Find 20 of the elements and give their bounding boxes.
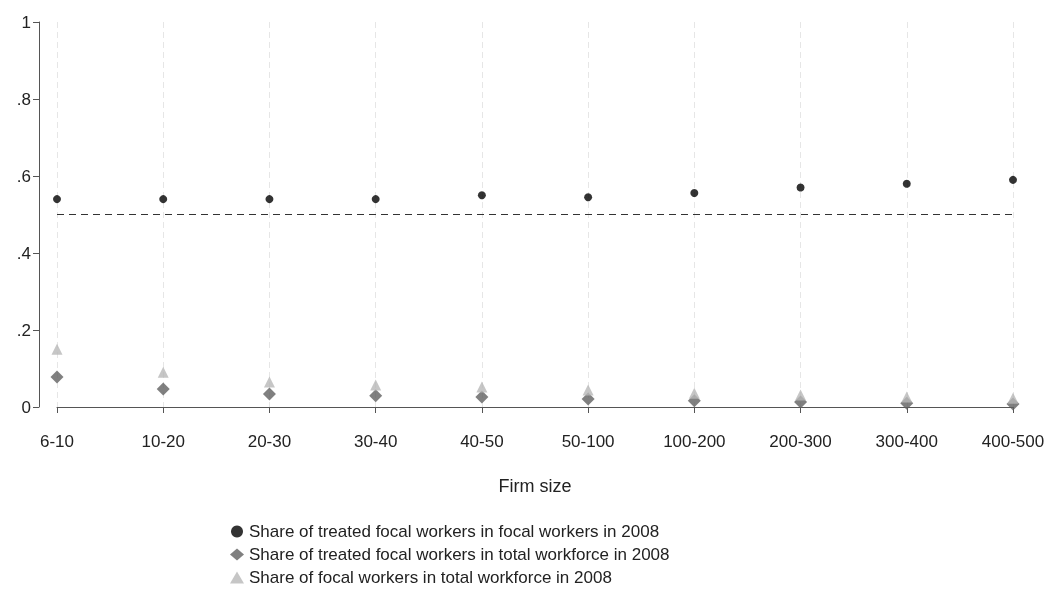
x-tick-label: 200-300 [769,432,832,451]
x-tick-label: 300-400 [875,432,938,451]
y-tick-label: 1 [21,12,31,32]
x-tick-label: 100-200 [663,432,726,451]
y-tick-label: .8 [16,89,31,109]
x-tick-label: 400-500 [981,432,1045,451]
x-tick-label: 40-50 [460,432,504,451]
y-tick-label: .6 [16,166,31,186]
x-tick-label: 30-40 [353,432,398,451]
x-tick-label: 50-100 [561,432,615,451]
y-tick-label: 0 [21,397,31,417]
x-tick-label: 10-20 [141,432,185,451]
x-tick-label: 6-10 [39,432,75,451]
y-tick-label: .4 [16,243,31,263]
y-tick-label: .2 [16,320,31,340]
legend-label: Share of treated focal workers in total workforce in 2008 [249,545,670,564]
legend-label: Share of treated focal workers in focal workers in 2008 [249,522,660,541]
legend-label: Share of focal workers in total workforce in 2008 [249,568,612,587]
x-tick-label: 20-30 [247,432,292,451]
x-axis-title: Firm size [498,476,572,496]
